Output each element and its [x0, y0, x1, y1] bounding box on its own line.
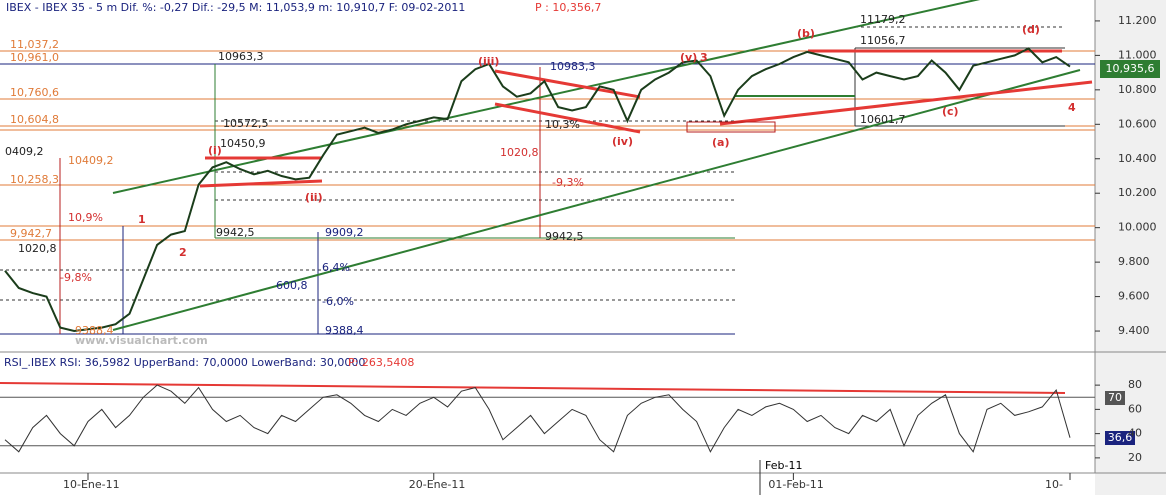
- annotation: 10,3%: [545, 118, 580, 131]
- annotation: 1020,8: [500, 146, 539, 159]
- y-tick-label: 80: [1128, 378, 1142, 391]
- y-tick-label: 60: [1128, 402, 1142, 415]
- annotation: 10409,2: [68, 154, 114, 167]
- annotation: 3: [700, 51, 708, 64]
- zone-box: [686, 121, 776, 133]
- annotation: 10,760,6: [10, 86, 59, 99]
- annotation: (i): [208, 144, 222, 157]
- annotation: 1020,8: [18, 242, 57, 255]
- x-tick-label: 20-Ene-11: [409, 478, 466, 491]
- annotation: 9942,5: [216, 226, 255, 239]
- levels: [0, 26, 1095, 335]
- annotation: 6,4%: [322, 261, 350, 274]
- annotation: 10983,3: [550, 60, 596, 73]
- x-tick-label: 10-Ene-11: [63, 478, 120, 491]
- chart-header: IBEX - IBEX 35 - 5 m Dif. %: -0,27 Dif.:…: [6, 1, 465, 14]
- annotation: 9909,2: [325, 226, 364, 239]
- annotation: 10,9%: [68, 211, 103, 224]
- rsi-header-price: P: 263,5408: [348, 356, 414, 369]
- month-label: Feb-11: [765, 459, 802, 472]
- annotation: 10,258,3: [10, 173, 59, 186]
- price-box: [1100, 60, 1160, 78]
- y-tick-label: 10.800: [1118, 83, 1157, 96]
- annotation: -6,0%: [322, 295, 354, 308]
- price-line: [4, 384, 1071, 453]
- annotation: 9388,4: [325, 324, 364, 337]
- annotation: 9388,4: [75, 324, 114, 337]
- axis-panel: [1095, 0, 1166, 495]
- annotation: 2: [179, 246, 187, 259]
- annotation: 10,961,0: [10, 51, 59, 64]
- y-tick-label: 11.000: [1118, 48, 1157, 61]
- rsi-box: [1105, 431, 1135, 445]
- annotation: 9,942,7: [10, 227, 52, 240]
- annotation: (iii): [478, 55, 499, 68]
- channel-line: [112, 69, 1081, 331]
- annotation: -9,8%: [60, 271, 92, 284]
- annotation: 600,8: [276, 279, 308, 292]
- y-tick-label: 9.600: [1118, 290, 1150, 303]
- annotation: (d): [1022, 23, 1040, 36]
- annotation: -9,3%: [552, 176, 584, 189]
- y-tick-label: 9.400: [1118, 324, 1150, 337]
- x-tick-label: 10-: [1045, 478, 1063, 491]
- annotation: (b): [797, 27, 815, 40]
- annotation: 11056,7: [860, 34, 906, 47]
- annotation: 10963,3: [218, 50, 264, 63]
- upper-label: 70: [1108, 391, 1122, 404]
- y-tick-label: 10.000: [1118, 221, 1157, 234]
- upper-box: [1105, 391, 1125, 405]
- annotation: (ii): [305, 191, 323, 204]
- annotation: 10450,9: [220, 137, 266, 150]
- rsi-label: 36,6: [1108, 431, 1133, 444]
- y-tick-label: 9.800: [1118, 255, 1150, 268]
- rsi-trend-line: [0, 382, 1066, 394]
- annotation: (c): [942, 105, 959, 118]
- annotation: 1: [138, 213, 146, 226]
- annotation: 11179,2: [860, 13, 906, 26]
- annotation: 4: [1068, 101, 1076, 114]
- trend-line: [719, 80, 1093, 126]
- annotation: www.visualchart.com: [75, 334, 208, 347]
- x-tick-label: 01-Feb-11: [768, 478, 823, 491]
- annotation: 11,037,2: [10, 38, 59, 51]
- y-tick-label: 10.600: [1118, 117, 1157, 130]
- annotation: (v): [680, 51, 697, 64]
- annotation: 10601,7: [860, 113, 906, 126]
- annotation: 10,604,8: [10, 113, 59, 126]
- trend-line: [199, 179, 323, 188]
- annotation: 0409,2: [5, 145, 44, 158]
- price-label: 10,935,6: [1106, 62, 1155, 75]
- trend-line: [494, 102, 641, 134]
- y-tick-label: 40: [1128, 427, 1142, 440]
- annotation: (a): [712, 136, 729, 149]
- y-tick-label: 10.400: [1118, 152, 1157, 165]
- rsi-header: RSI_.IBEX RSI: 36,5982 UpperBand: 70,000…: [4, 356, 365, 369]
- trend-lines: [0, 0, 1093, 394]
- header-price: P : 10,356,7: [535, 1, 601, 14]
- y-tick-label: 20: [1128, 451, 1142, 464]
- y-tick-label: 11.200: [1118, 14, 1157, 27]
- price-line: [4, 47, 1071, 333]
- annotation: (iv): [612, 135, 633, 148]
- y-tick-label: 10.200: [1118, 186, 1157, 199]
- annotation: 9942,5: [545, 230, 584, 243]
- annotation: 10572,5: [223, 117, 269, 130]
